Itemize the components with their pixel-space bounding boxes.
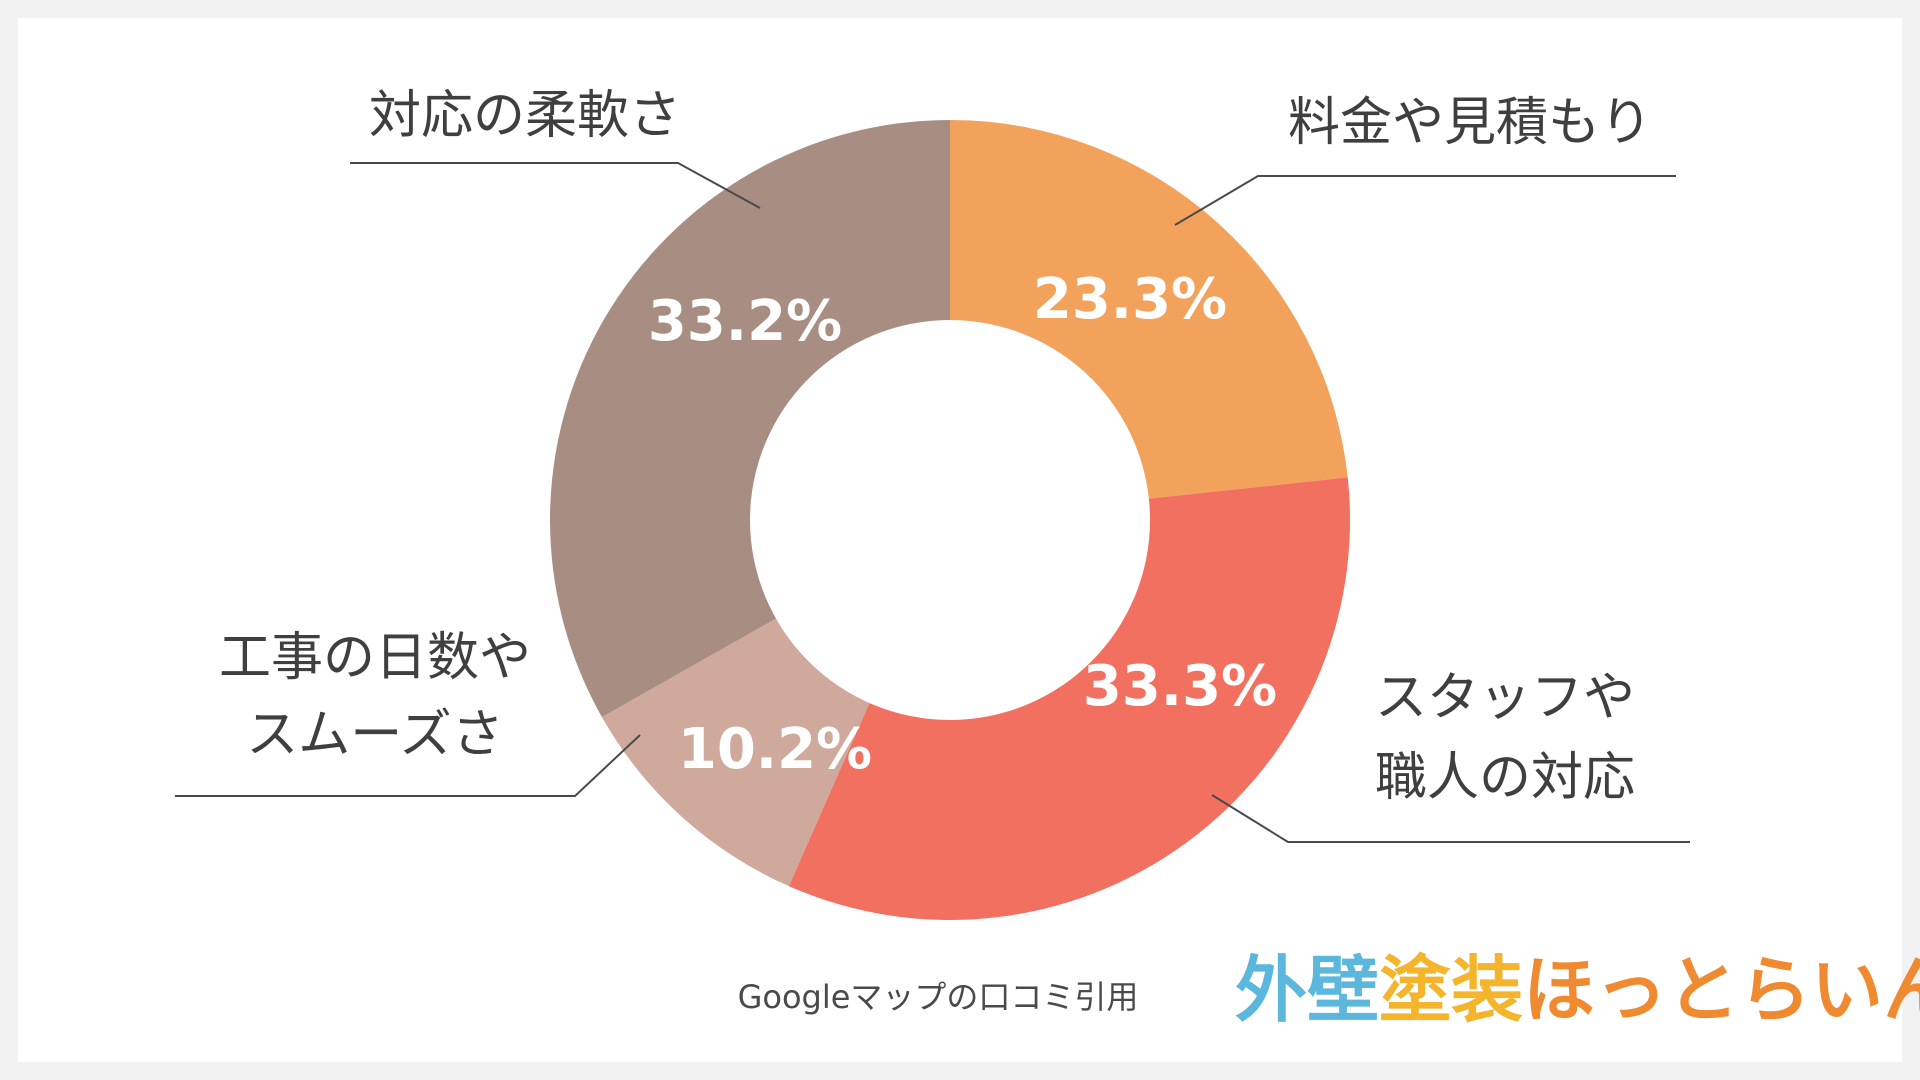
label-schedule-line2: スムーズさ xyxy=(246,705,503,765)
logo-part-3: ほっとらいん xyxy=(1523,948,1920,1032)
leader-line-top-right xyxy=(1174,175,1676,226)
source-note: Googleマップの口コミ引用 xyxy=(738,978,1139,1016)
leader-line-right xyxy=(1211,794,1690,843)
pct-label-staff: 33.3% xyxy=(1083,654,1277,719)
pct-label-pricing: 23.3% xyxy=(1033,267,1227,332)
label-flexibility: 対応の柔軟さ xyxy=(369,86,681,146)
pct-label-flexibility: 33.2% xyxy=(648,289,842,354)
logo-part-1: 外壁 xyxy=(1235,948,1380,1032)
label-staff-line1: スタッフや xyxy=(1375,668,1635,728)
label-schedule-line1: 工事の日数や xyxy=(219,628,531,688)
logo-part-2: 塗装 xyxy=(1379,948,1524,1032)
leader-line-top-left xyxy=(350,162,761,209)
label-pricing: 料金や見積もり xyxy=(1288,93,1652,153)
donut-hole xyxy=(750,320,1150,720)
leader-line-left xyxy=(175,734,641,797)
brand-logo: 外壁塗装ほっとらいん xyxy=(1235,945,1920,1035)
pct-label-schedule: 10.2% xyxy=(678,717,872,782)
label-staff-line2: 職人の対応 xyxy=(1375,748,1635,808)
